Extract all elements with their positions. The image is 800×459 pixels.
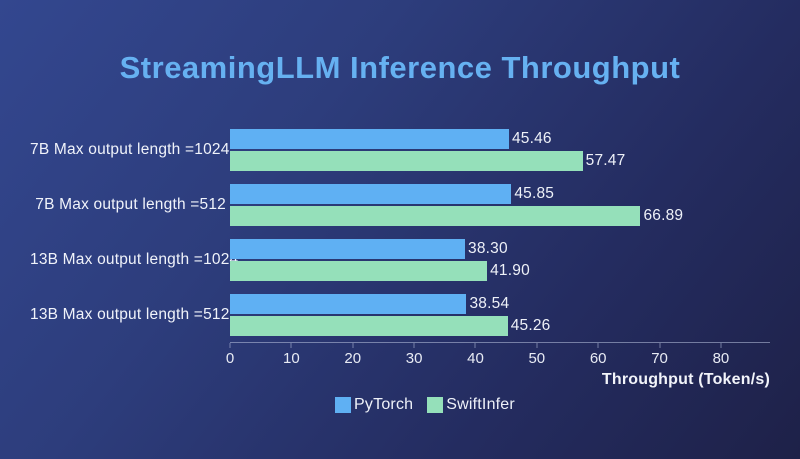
bar-value-label: 41.90	[490, 261, 530, 279]
x-tick-label: 10	[283, 350, 300, 367]
x-tick-mark	[659, 343, 661, 348]
bar-line: 38.30	[230, 238, 770, 259]
legend-item-swiftinfer: SwiftInfer	[427, 396, 515, 414]
bar-line: 41.90	[230, 260, 770, 281]
bar-swiftinfer	[230, 315, 508, 336]
x-axis: 0 10 20 30 40 50 60 70 80	[30, 342, 770, 369]
bar-swiftinfer	[230, 260, 488, 281]
legend: PyTorch SwiftInfer	[80, 396, 770, 414]
x-tick-label: 40	[467, 350, 484, 367]
category-label: 7B Max output length =512	[35, 195, 226, 213]
bar-line: 45.46	[230, 128, 770, 149]
category-label: 13B Max output length =512	[30, 305, 230, 323]
bar-swiftinfer	[230, 150, 583, 171]
bar-value-label: 45.85	[514, 184, 555, 202]
x-tick-mark	[474, 343, 476, 348]
category-label: 13B Max output length =1024	[30, 250, 239, 268]
x-tick-label: 0	[225, 350, 235, 367]
x-tick-label: 30	[405, 350, 423, 367]
bar-value-label: 45.46	[511, 129, 552, 147]
x-axis-line: 0 10 20 30 40 50 60 70 80	[226, 342, 770, 369]
bar-line: 45.26	[230, 315, 770, 336]
x-tick-mark	[352, 343, 354, 348]
legend-item-pytorch: PyTorch	[335, 396, 413, 414]
bar-line: 38.54	[230, 293, 770, 314]
x-tick-mark	[290, 343, 292, 348]
bar-pytorch	[230, 183, 512, 204]
chart-title: StreamingLLM Inference Throughput	[119, 50, 681, 85]
bar-group: 38.30 41.90	[230, 238, 770, 281]
bar-line: 45.85	[230, 183, 770, 204]
x-axis-title-row: Throughput (Token/s)	[30, 369, 770, 389]
x-tick-label: 20	[344, 350, 362, 367]
axis-spacer	[30, 342, 230, 369]
bar-group: 45.85 66.89	[230, 183, 770, 226]
x-tick-mark	[413, 343, 415, 348]
bar-swiftinfer	[230, 205, 641, 226]
bar-group: 45.46 57.47	[230, 128, 770, 171]
legend-swatch-pytorch	[335, 397, 352, 413]
x-tick-mark	[536, 343, 538, 348]
chart-group: 13B Max output length =512 38.54 45.26	[30, 287, 770, 342]
bar-group: 38.54 45.26	[230, 293, 770, 336]
x-tick-mark	[229, 343, 231, 348]
bar-line: 66.89	[230, 205, 770, 226]
x-tick-label: 50	[528, 350, 546, 367]
plot-area: 7B Max output length =1024 45.46 57.47 7B M…	[30, 122, 770, 342]
x-tick-label: 70	[651, 350, 668, 367]
x-tick-mark	[597, 343, 599, 348]
bar-pytorch	[230, 293, 467, 314]
legend-label: SwiftInfer	[446, 396, 515, 413]
bar-pytorch	[230, 128, 509, 149]
bar-value-label: 38.54	[469, 294, 510, 312]
bar-value-label: 66.89	[643, 206, 684, 224]
x-tick-label: 80	[712, 350, 730, 367]
x-tick-label: 60	[589, 350, 607, 367]
bar-chart: 7B Max output length =1024 45.46 57.47 7B M…	[30, 122, 770, 414]
bar-value-label: 38.30	[468, 239, 508, 257]
chart-group: 7B Max output length =1024 45.46 57.47	[30, 122, 770, 177]
bar-pytorch	[230, 238, 466, 259]
bar-value-label: 45.26	[510, 316, 551, 334]
category-label: 7B Max output length =1024	[30, 140, 230, 158]
chart-group: 13B Max output length =1024 38.30 41.90	[30, 232, 770, 287]
legend-swatch-swiftinfer	[427, 397, 444, 413]
bar-line: 57.47	[230, 150, 770, 171]
bar-value-label: 57.47	[585, 151, 626, 169]
chart-group: 7B Max output length =512 45.85 66.89	[30, 177, 770, 232]
x-axis-title: Throughput (Token/s)	[601, 371, 770, 388]
x-tick-mark	[720, 343, 722, 348]
legend-label: PyTorch	[354, 396, 414, 413]
